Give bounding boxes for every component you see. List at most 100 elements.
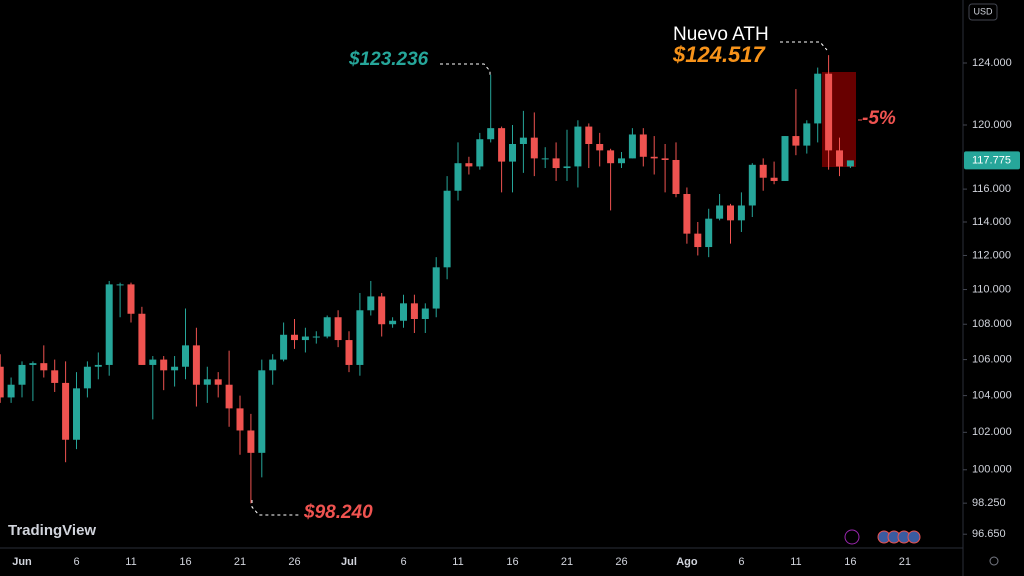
body (607, 150, 615, 164)
x-tick-label: 6 (400, 556, 406, 568)
body (334, 317, 342, 341)
x-tick-label: Ago (676, 556, 698, 568)
body (770, 177, 778, 181)
body (83, 366, 91, 389)
body (519, 137, 527, 145)
body (563, 166, 571, 169)
annotation: -5% (862, 108, 896, 129)
y-tick-label: 106.000 (972, 353, 1012, 365)
x-tick-label: 11 (125, 556, 136, 568)
y-tick-label: 114.000 (972, 216, 1011, 228)
body (203, 379, 211, 385)
body (574, 126, 582, 167)
body (672, 159, 680, 195)
settings-icon[interactable] (989, 556, 999, 566)
body (280, 334, 288, 360)
x-tick-label: 16 (179, 556, 191, 568)
y-tick-label: 116.000 (972, 183, 1011, 195)
y-tick-label: 110.000 (972, 283, 1011, 295)
body (618, 158, 625, 164)
current-price-box (964, 151, 1020, 170)
body (94, 364, 102, 367)
body (40, 363, 48, 371)
x-tick-label: 11 (452, 556, 463, 568)
body (18, 364, 26, 385)
body (105, 284, 113, 365)
body (432, 267, 440, 309)
body (487, 128, 495, 140)
annotation: $98.240 (303, 502, 373, 523)
connector (440, 63, 491, 75)
y-tick-label: 96.650 (972, 528, 1006, 540)
body (781, 136, 789, 181)
y-tick-label: 102.000 (972, 426, 1012, 438)
y-tick-label: 120.000 (972, 119, 1012, 131)
body (127, 284, 135, 314)
x-tick-label: 6 (73, 556, 79, 568)
body (269, 359, 277, 371)
body (247, 430, 255, 453)
x-tick-label: 21 (234, 556, 246, 568)
body (389, 320, 397, 325)
body (596, 144, 604, 151)
event-icon[interactable] (844, 529, 860, 545)
x-tick-label: 21 (899, 556, 911, 568)
body (0, 366, 4, 398)
y-tick-label: 112.000 (972, 249, 1011, 261)
body (356, 310, 364, 365)
body (421, 308, 429, 319)
currency: USD (973, 6, 993, 16)
body (846, 160, 854, 167)
body (639, 134, 647, 157)
body (476, 139, 484, 167)
body (258, 370, 266, 453)
body (552, 158, 560, 169)
x-tick-label: 26 (288, 556, 300, 568)
body (727, 205, 734, 221)
body (400, 303, 407, 321)
body (705, 218, 713, 248)
body (814, 73, 822, 124)
body (498, 128, 506, 162)
x-tick-label: 26 (615, 556, 627, 568)
body (825, 73, 833, 151)
body (443, 190, 451, 268)
body (312, 336, 320, 338)
event-icons[interactable] (877, 530, 921, 544)
body (7, 384, 15, 398)
x-tick-label: 11 (790, 556, 801, 568)
body (29, 363, 37, 365)
body (541, 158, 549, 160)
flag-icon[interactable] (907, 530, 921, 544)
body (182, 345, 189, 367)
body (73, 388, 80, 440)
body (759, 164, 767, 178)
body (661, 158, 669, 160)
currency-box[interactable] (968, 3, 998, 21)
body (367, 296, 375, 311)
body (116, 284, 124, 286)
body (345, 340, 353, 365)
connector (251, 500, 300, 516)
body (51, 370, 59, 383)
body (509, 144, 516, 162)
body (138, 313, 146, 365)
body (160, 359, 168, 371)
body (748, 164, 756, 206)
x-tick-label: 6 (738, 556, 744, 568)
body (530, 137, 538, 159)
x-tick-label: 21 (561, 556, 573, 568)
body (716, 205, 724, 219)
body (291, 334, 298, 341)
y-tick-label: 98.250 (972, 497, 1006, 509)
y-tick-label: 104.000 (972, 390, 1012, 402)
body (410, 303, 418, 319)
x-tick-label: Jun (12, 556, 32, 568)
body (465, 163, 473, 167)
current-price-label: 117.775 (972, 154, 1011, 166)
body (792, 136, 800, 146)
body (301, 336, 309, 341)
